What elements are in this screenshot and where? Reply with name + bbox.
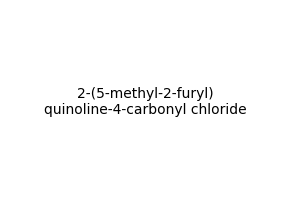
Text: 2-(5-methyl-2-furyl)
quinoline-4-carbonyl chloride: 2-(5-methyl-2-furyl) quinoline-4-carbony… [44,87,247,117]
